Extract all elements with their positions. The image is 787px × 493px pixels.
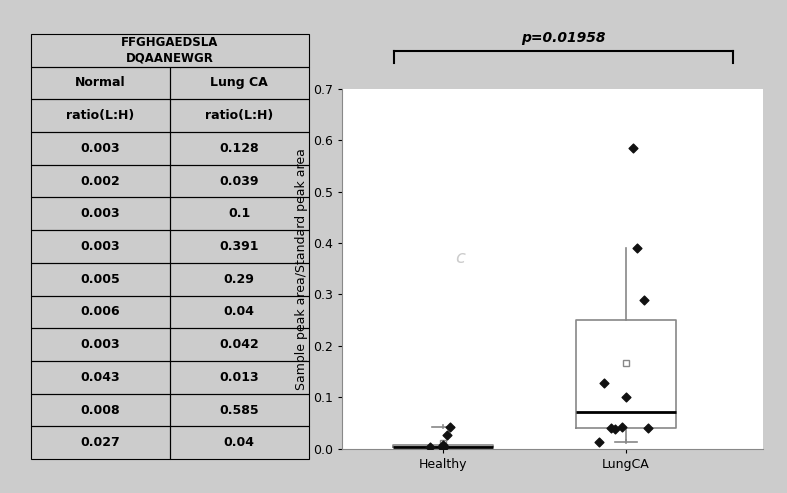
Text: 0.003: 0.003 <box>80 338 120 351</box>
Bar <box>170 132 309 165</box>
Bar <box>31 296 170 328</box>
Bar <box>170 263 309 296</box>
Point <box>424 443 437 451</box>
Point <box>616 423 629 431</box>
Text: 0.042: 0.042 <box>220 338 259 351</box>
Text: 0.29: 0.29 <box>224 273 255 286</box>
Bar <box>170 328 309 361</box>
Text: 0.128: 0.128 <box>220 142 259 155</box>
Bar <box>31 34 309 67</box>
Bar <box>170 426 309 459</box>
Text: 0.006: 0.006 <box>80 305 120 318</box>
Bar <box>31 361 170 394</box>
Point <box>437 442 449 450</box>
Bar <box>170 230 309 263</box>
Bar <box>31 328 170 361</box>
Point <box>638 296 651 304</box>
Bar <box>170 197 309 230</box>
Text: 0.04: 0.04 <box>224 305 255 318</box>
Point <box>631 244 644 251</box>
Bar <box>31 263 170 296</box>
Y-axis label: Sample peak area/Standard peak area: Sample peak area/Standard peak area <box>295 148 308 389</box>
Text: 0.003: 0.003 <box>80 142 120 155</box>
Bar <box>31 165 170 197</box>
Text: 0.008: 0.008 <box>80 404 120 417</box>
Bar <box>31 99 170 132</box>
Text: ratio(L:H): ratio(L:H) <box>66 109 135 122</box>
Text: 0.391: 0.391 <box>220 240 259 253</box>
Text: 0.043: 0.043 <box>80 371 120 384</box>
Text: 0.005: 0.005 <box>80 273 120 286</box>
Text: 0.039: 0.039 <box>220 175 259 188</box>
Text: 0.04: 0.04 <box>224 436 255 449</box>
Text: 0.002: 0.002 <box>80 175 120 188</box>
Bar <box>170 394 309 426</box>
Text: p=0.01958: p=0.01958 <box>521 31 605 45</box>
Text: ratio(L:H): ratio(L:H) <box>205 109 273 122</box>
Point <box>605 424 618 432</box>
Point <box>641 424 654 432</box>
Text: Lung CA: Lung CA <box>210 76 268 89</box>
Text: 0.1: 0.1 <box>228 207 250 220</box>
Text: 0.013: 0.013 <box>220 371 259 384</box>
Point <box>441 431 453 439</box>
Text: FFGHGAEDSLA
DQAANEWGR: FFGHGAEDSLA DQAANEWGR <box>121 36 219 64</box>
Text: Normal: Normal <box>75 76 126 89</box>
Point <box>437 443 449 451</box>
Text: 0.003: 0.003 <box>80 207 120 220</box>
Text: c: c <box>456 249 465 267</box>
Bar <box>31 230 170 263</box>
Text: 0.027: 0.027 <box>80 436 120 449</box>
Point <box>593 438 605 446</box>
Point <box>627 144 640 152</box>
Bar <box>170 361 309 394</box>
Point <box>437 443 449 451</box>
Text: 0.585: 0.585 <box>220 404 259 417</box>
Point <box>444 423 456 430</box>
Point <box>437 443 449 451</box>
Bar <box>31 426 170 459</box>
Bar <box>170 99 309 132</box>
Point <box>620 393 633 401</box>
Point <box>598 379 611 387</box>
Text: 0.003: 0.003 <box>80 240 120 253</box>
Point <box>437 444 449 452</box>
Bar <box>31 67 170 99</box>
Point <box>437 442 449 450</box>
Point <box>437 441 449 449</box>
Bar <box>170 67 309 99</box>
Bar <box>31 132 170 165</box>
Bar <box>170 296 309 328</box>
Bar <box>170 165 309 197</box>
Point <box>609 424 622 432</box>
Bar <box>31 394 170 426</box>
Bar <box>31 197 170 230</box>
